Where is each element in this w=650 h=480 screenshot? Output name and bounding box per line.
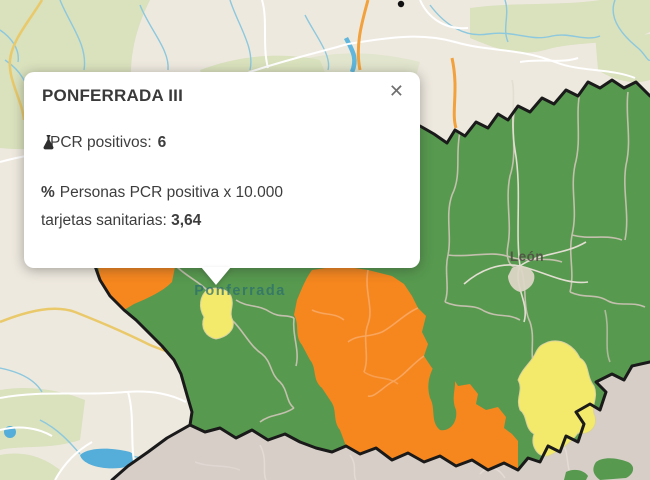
close-icon[interactable]: ✕ [388,81,404,101]
label-leon: León [510,249,544,264]
rate-text-2: tarjetas sanitarias: [41,212,167,229]
zone-orange-central [294,266,518,470]
zone-neighbor-gray[interactable] [112,362,650,480]
zones-orange[interactable] [98,262,518,470]
roads-on-green [463,79,589,323]
percent-icon: % [41,184,55,201]
zone-orange-west [98,262,176,310]
rate-row: % Personas PCR positiva x 10.000 tarjetas… [41,179,283,235]
pcr-label: PCR positivos: [50,134,152,151]
rate-line1: % Personas PCR positiva x 10.000 [41,179,283,207]
pcr-value: 6 [157,134,167,151]
road-yellow-2 [8,0,44,121]
map-info-popup: PONFERRADA III ✕ PCR positivos: 6 % Perso… [24,72,420,285]
popup-tail [201,267,231,285]
leon-urban-area [508,266,535,292]
river-main [343,36,357,73]
zone-green-pocket[interactable] [428,361,457,431]
green-internal-borders [175,91,646,423]
label-ponferrada: Ponferrada [194,283,286,299]
zones-yellow[interactable] [199,287,597,457]
roads-orange [356,0,458,129]
green-patches-south [564,458,634,480]
orange-internal-borders [311,269,425,398]
rate-line2: tarjetas sanitarias: 3,64 [41,207,283,235]
rate-value: 3,64 [171,212,202,229]
poi-dot [397,0,405,8]
zone-yellow-southeast [517,340,597,457]
zone-yellow-ponferrada [199,287,234,340]
pcr-positives-row: PCR positivos: 6 [41,134,166,152]
rate-text-1: Personas PCR positiva x 10.000 [59,184,283,201]
popup-title: PONFERRADA III [42,86,184,105]
